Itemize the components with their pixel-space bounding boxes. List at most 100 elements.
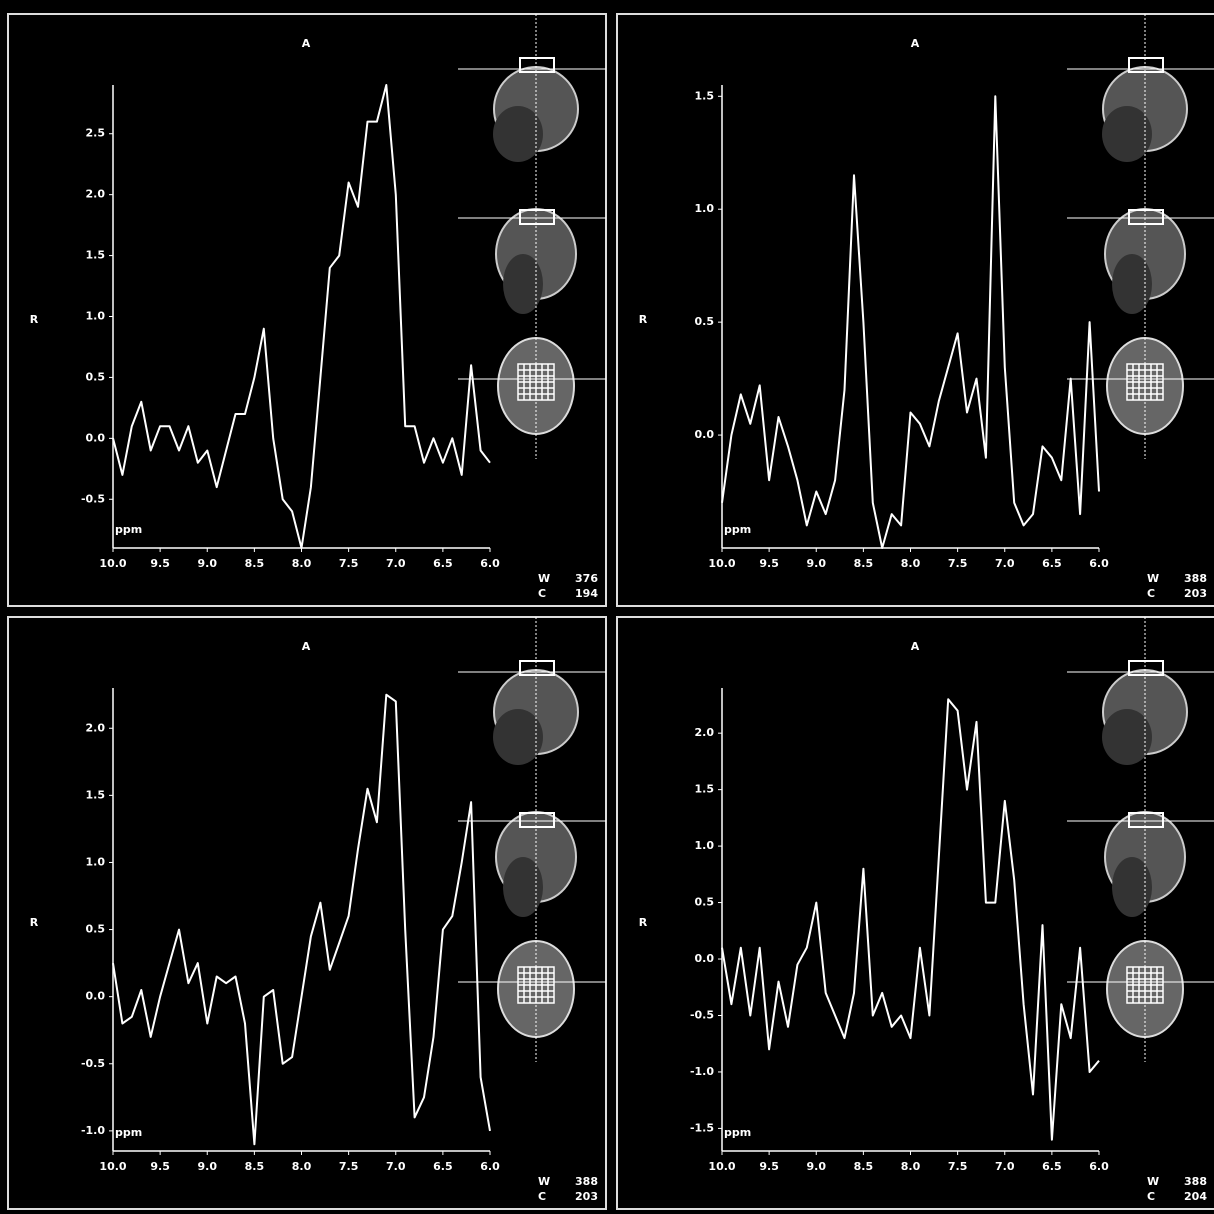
center-value: 203	[575, 1190, 598, 1203]
x-tick-label: 9.0	[807, 1160, 827, 1173]
y-tick-label: 0.5	[695, 896, 715, 909]
x-tick-label: 9.5	[759, 1160, 779, 1173]
center-value: 203	[1184, 587, 1207, 600]
x-tick-label: 10.0	[708, 1160, 735, 1173]
x-tick-label: 9.0	[198, 1160, 218, 1173]
center-value: 194	[575, 587, 598, 600]
window-label: W	[1147, 1175, 1159, 1188]
x-tick-label: 8.0	[901, 1160, 921, 1173]
x-tick-label: 6.5	[433, 557, 453, 570]
x-tick-label: 10.0	[99, 557, 126, 570]
x-tick-label: 7.5	[339, 1160, 359, 1173]
y-axis-label: R	[30, 916, 39, 929]
x-tick-label: 10.0	[708, 557, 735, 570]
x-tick-label: 6.0	[480, 557, 500, 570]
x-tick-label: 7.0	[386, 557, 406, 570]
x-tick-label: 8.5	[854, 1160, 874, 1173]
y-tick-label: 0.0	[695, 428, 715, 441]
spectrum-line	[112, 84, 491, 549]
x-tick-label: 6.5	[433, 1160, 453, 1173]
y-tick-label: 1.0	[86, 310, 106, 323]
y-tick-label: 2.0	[695, 726, 715, 739]
center-label: C	[538, 587, 546, 600]
x-tick-label: 8.5	[245, 1160, 265, 1173]
y-tick-label: 0.0	[695, 952, 715, 965]
x-tick-label: 7.0	[995, 557, 1015, 570]
x-tick-label: 8.0	[901, 557, 921, 570]
y-tick-label: -1.5	[690, 1121, 714, 1134]
x-tick-label: 7.5	[948, 1160, 968, 1173]
y-tick-label: 2.5	[86, 127, 106, 140]
y-tick-label: -0.5	[81, 1057, 105, 1070]
x-tick-label: 7.0	[386, 1160, 406, 1173]
y-tick-label: 0.5	[695, 315, 715, 328]
x-tick-label: 8.0	[292, 1160, 312, 1173]
x-tick-label: 6.0	[1089, 557, 1109, 570]
window-label: W	[538, 1175, 550, 1188]
x-tick-label: 7.5	[339, 557, 359, 570]
x-tick-label: 6.5	[1042, 1160, 1062, 1173]
y-tick-label: 1.0	[695, 839, 715, 852]
window-label: W	[538, 572, 550, 585]
spectrum-line	[721, 698, 1100, 1141]
y-axis-label: R	[639, 313, 648, 326]
x-axis-label: ppm	[115, 1126, 142, 1139]
window-value: 376	[575, 572, 598, 585]
chart-title: A	[911, 640, 920, 653]
center-label: C	[1147, 587, 1155, 600]
y-tick-label: 0.5	[86, 370, 106, 383]
y-tick-label: -1.0	[690, 1065, 714, 1078]
x-tick-label: 8.0	[292, 557, 312, 570]
y-tick-label: 1.5	[695, 89, 715, 102]
y-tick-label: 2.0	[86, 721, 106, 734]
center-label: C	[1147, 1190, 1155, 1203]
y-tick-label: -1.0	[81, 1124, 105, 1137]
y-axis-label: R	[639, 916, 648, 929]
spectrum-line	[112, 693, 491, 1146]
window-value: 388	[1184, 1175, 1207, 1188]
x-tick-label: 7.0	[995, 1160, 1015, 1173]
y-axis-label: R	[30, 313, 39, 326]
y-tick-label: 1.5	[86, 249, 106, 262]
x-tick-label: 9.5	[150, 557, 170, 570]
window-value: 388	[575, 1175, 598, 1188]
x-tick-label: 7.5	[948, 557, 968, 570]
center-label: C	[538, 1190, 546, 1203]
x-axis-label: ppm	[724, 523, 751, 536]
chart-title: A	[302, 640, 311, 653]
x-tick-label: 9.0	[807, 557, 827, 570]
window-label: W	[1147, 572, 1159, 585]
chart-title: A	[911, 37, 920, 50]
chart-title: A	[302, 37, 311, 50]
y-tick-label: 0.0	[86, 990, 106, 1003]
y-tick-label: 1.0	[695, 202, 715, 215]
x-tick-label: 6.0	[480, 1160, 500, 1173]
x-tick-label: 6.0	[1089, 1160, 1109, 1173]
y-tick-label: 1.5	[695, 783, 715, 796]
spectrum-line	[721, 95, 1100, 549]
x-tick-label: 9.5	[759, 557, 779, 570]
x-tick-label: 9.0	[198, 557, 218, 570]
x-tick-label: 8.5	[854, 557, 874, 570]
x-tick-label: 9.5	[150, 1160, 170, 1173]
y-tick-label: 2.0	[86, 188, 106, 201]
x-tick-label: 8.5	[245, 557, 265, 570]
center-value: 204	[1184, 1190, 1207, 1203]
y-tick-label: 0.5	[86, 923, 106, 936]
window-value: 388	[1184, 572, 1207, 585]
x-axis-label: ppm	[724, 1126, 751, 1139]
y-tick-label: -0.5	[81, 492, 105, 505]
y-tick-label: -0.5	[690, 1008, 714, 1021]
x-tick-label: 10.0	[99, 1160, 126, 1173]
y-tick-label: 1.5	[86, 788, 106, 801]
y-tick-label: 0.0	[86, 431, 106, 444]
y-tick-label: 1.0	[86, 855, 106, 868]
x-tick-label: 6.5	[1042, 557, 1062, 570]
x-axis-label: ppm	[115, 523, 142, 536]
